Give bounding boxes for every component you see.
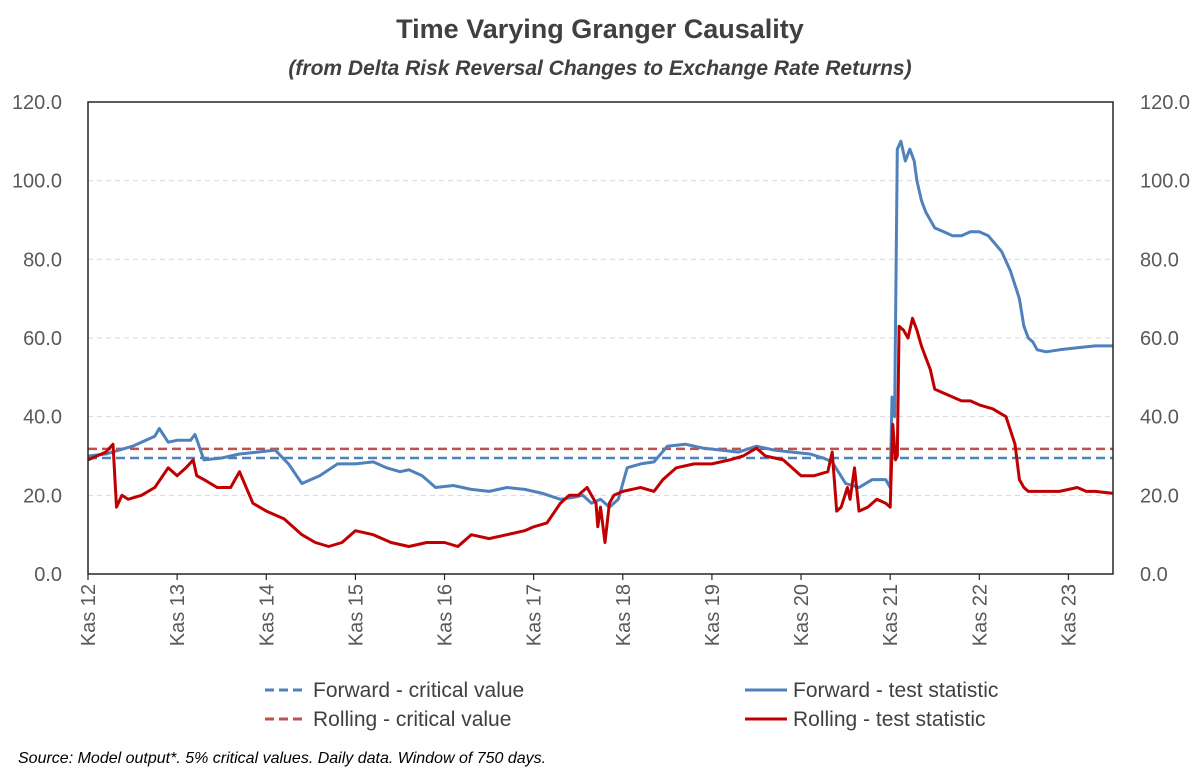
x-tick-label: Kas 15 xyxy=(345,584,367,646)
legend-label: Forward - test statistic xyxy=(793,679,998,702)
y-tick-label-right: 0.0 xyxy=(1140,564,1168,586)
y-tick-label-left: 100.0 xyxy=(12,171,62,193)
x-tick-label: Kas 19 xyxy=(702,584,724,646)
y-tick-label-right: 100.0 xyxy=(1140,171,1190,193)
y-tick-label-right: 120.0 xyxy=(1140,92,1190,114)
y-tick-label-left: 80.0 xyxy=(23,249,62,271)
y-tick-label-right: 40.0 xyxy=(1140,407,1179,429)
plot-border xyxy=(87,101,1114,575)
chart-title: Time Varying Granger Causality xyxy=(396,14,804,44)
x-tick-label: Kas 23 xyxy=(1058,584,1080,646)
y-tick-label-left: 0.0 xyxy=(34,564,62,586)
source-note: Source: Model output*. 5% critical value… xyxy=(18,750,547,767)
x-tick-label: Kas 16 xyxy=(435,584,457,646)
series-lines xyxy=(87,139,1114,548)
y-axis-left: 0.0 20.0 40.0 60.0 80.0 100.0 120.0 xyxy=(12,92,62,586)
legend: Forward - critical value Rolling - critic… xyxy=(265,679,998,731)
y-tick-label-right: 20.0 xyxy=(1140,485,1179,507)
y-tick-label-left: 60.0 xyxy=(23,328,62,350)
y-tick-label-left: 120.0 xyxy=(12,92,62,114)
x-tick-label: Kas 20 xyxy=(791,584,813,646)
x-tick-label: Kas 14 xyxy=(256,584,278,646)
series-line-forward-test-statistic xyxy=(87,139,1113,509)
chart-subtitle: (from Delta Risk Reversal Changes to Exc… xyxy=(288,57,912,80)
legend-label: Rolling - test statistic xyxy=(793,708,986,731)
legend-label: Forward - critical value xyxy=(313,679,524,702)
y-tick-label-right: 60.0 xyxy=(1140,328,1179,350)
y-axis-right: 0.0 20.0 40.0 60.0 80.0 100.0 120.0 xyxy=(1140,92,1190,586)
x-tick-label: Kas 13 xyxy=(167,584,189,646)
x-tick-label: Kas 12 xyxy=(78,584,100,646)
legend-label: Rolling - critical value xyxy=(313,708,511,731)
y-tick-label-right: 80.0 xyxy=(1140,249,1179,271)
series-line-rolling-test-statistic xyxy=(87,316,1114,548)
y-tick-label-left: 40.0 xyxy=(23,407,62,429)
x-tick-label: Kas 21 xyxy=(880,584,902,646)
y-tick-label-left: 20.0 xyxy=(23,485,62,507)
x-axis: Kas 12 Kas 13 Kas 14 Kas 15 Kas 16 Kas 17 Kas … xyxy=(78,574,1080,646)
x-tick-label: Kas 22 xyxy=(969,584,991,646)
x-tick-label: Kas 18 xyxy=(613,584,635,646)
x-tick-label: Kas 17 xyxy=(524,584,546,646)
